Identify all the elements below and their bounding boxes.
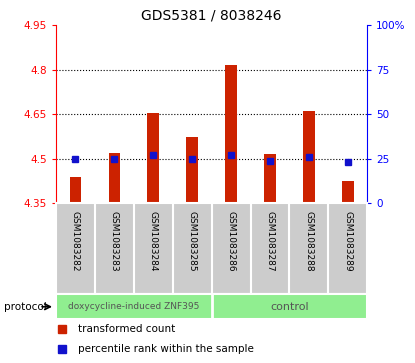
Text: transformed count: transformed count <box>78 325 175 334</box>
Text: GSM1083283: GSM1083283 <box>110 211 119 271</box>
Text: percentile rank within the sample: percentile rank within the sample <box>78 344 254 354</box>
Bar <box>342 181 354 203</box>
Bar <box>225 65 237 203</box>
Text: GSM1083288: GSM1083288 <box>305 211 313 271</box>
Bar <box>147 113 159 203</box>
Text: GSM1083284: GSM1083284 <box>149 211 158 271</box>
Bar <box>70 176 81 203</box>
Text: GSM1083285: GSM1083285 <box>188 211 197 271</box>
Text: GSM1083286: GSM1083286 <box>227 211 236 271</box>
Text: control: control <box>270 302 309 312</box>
Bar <box>186 136 198 203</box>
Bar <box>264 154 276 203</box>
Text: GSM1083282: GSM1083282 <box>71 211 80 271</box>
Bar <box>303 111 315 203</box>
Text: doxycycline-induced ZNF395: doxycycline-induced ZNF395 <box>68 302 200 311</box>
Text: protocol: protocol <box>4 302 47 312</box>
Bar <box>109 153 120 203</box>
Text: GSM1083289: GSM1083289 <box>343 211 352 271</box>
Text: GSM1083287: GSM1083287 <box>266 211 274 271</box>
Title: GDS5381 / 8038246: GDS5381 / 8038246 <box>142 9 282 23</box>
